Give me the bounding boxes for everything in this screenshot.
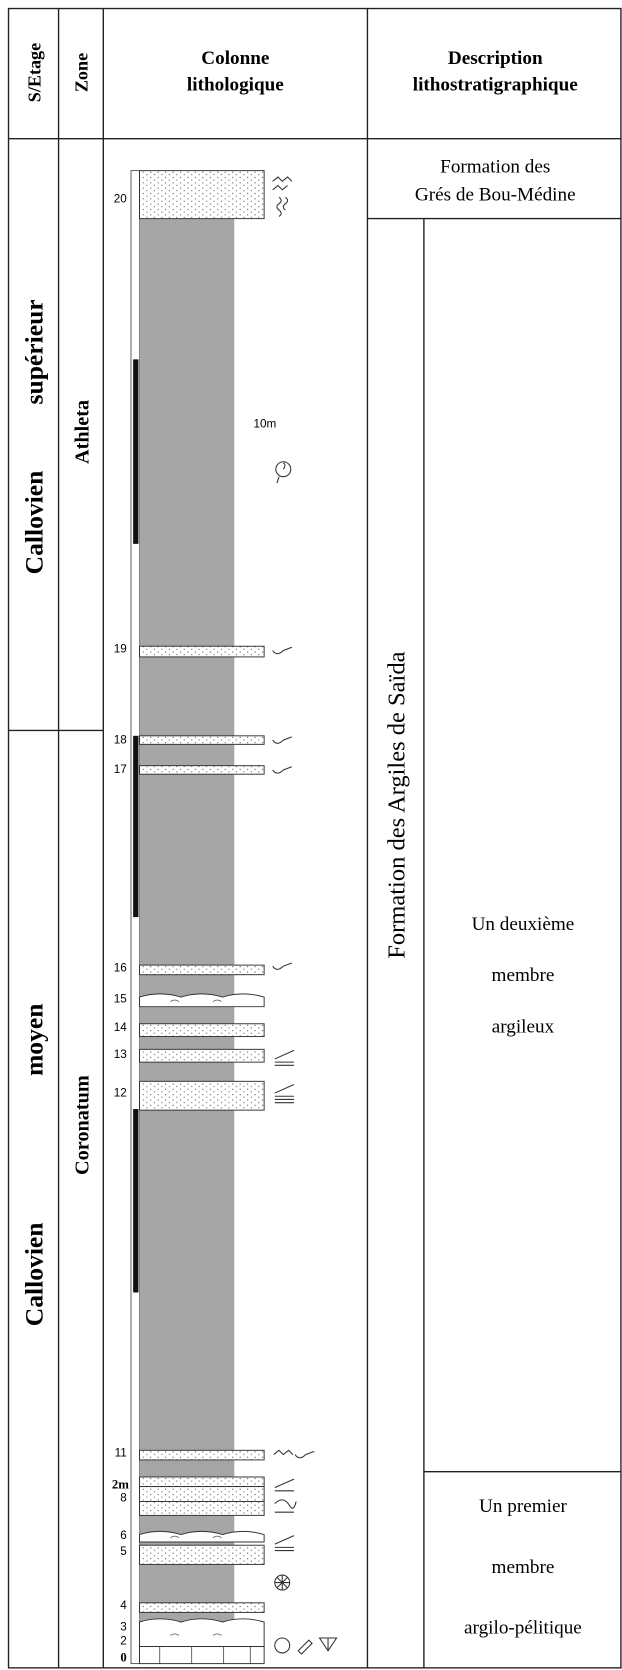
scale-label: 10m <box>253 418 276 431</box>
member-label: Un deuxième <box>472 914 575 935</box>
header-description: Description <box>448 48 543 69</box>
stratigraphic-log: S/Etage Zone Colonne lithologique Descri… <box>0 0 622 1670</box>
sandstone-bed <box>140 965 265 975</box>
bed-number: 18 <box>114 733 128 746</box>
limestone-bed <box>140 1619 265 1647</box>
sandstone-bed <box>140 1049 265 1062</box>
limestone-bed <box>140 994 265 1007</box>
bed-number: 4 <box>120 1599 127 1612</box>
bed-number: 15 <box>114 992 128 1005</box>
member-label: membre <box>492 1557 555 1578</box>
limestone-base <box>140 1647 265 1664</box>
stage-label: Callovien <box>20 1222 49 1326</box>
scale-segment <box>133 1109 138 1292</box>
sandstone-bed <box>140 1024 265 1037</box>
bed-number: 2 <box>120 1634 127 1647</box>
header-zone: Zone <box>71 53 91 92</box>
stage-label: Callovien <box>20 471 49 575</box>
formation-label: Formation des Argiles de Saïda <box>384 651 411 958</box>
limestone-bed <box>140 1531 265 1542</box>
symbols <box>273 177 337 1654</box>
member-label: Un premier <box>479 1496 567 1517</box>
member-label: argileux <box>492 1016 555 1037</box>
bed-number: 17 <box>114 763 127 776</box>
sandstone-bed <box>140 1477 265 1487</box>
bed-number: 8 <box>120 1492 127 1505</box>
bed-number: 16 <box>114 961 127 974</box>
bed-number: 3 <box>120 1621 127 1634</box>
sandstone-bed <box>140 1603 265 1613</box>
header-description: lithostratigraphique <box>413 75 578 96</box>
sandstone-bed <box>140 646 265 657</box>
shale <box>140 219 235 1637</box>
scale-segment <box>133 359 138 543</box>
bed-number: 5 <box>120 1545 127 1558</box>
header-column: Colonne <box>201 48 270 69</box>
lithology-column <box>131 171 264 1664</box>
bed-number: 0 <box>120 1650 126 1664</box>
formation-label: Grés de Bou-Médine <box>415 184 576 205</box>
sandstone-bed <box>140 171 265 219</box>
header-stage: S/Etage <box>24 43 44 102</box>
bed-number: 12 <box>114 1086 127 1099</box>
sandstone-bed <box>140 1450 265 1460</box>
sandstone-bed <box>140 1545 265 1564</box>
bed-number: 13 <box>114 1048 127 1061</box>
bed-number: 11 <box>115 1447 127 1460</box>
scale-small-label: 2m <box>112 1478 129 1492</box>
scale-segment <box>133 736 138 917</box>
sandstone-bed <box>140 1081 265 1110</box>
bed-number: 14 <box>114 1021 128 1034</box>
formation-label: Formation des <box>440 157 550 178</box>
stage-label: moyen <box>20 1004 49 1076</box>
bed-number: 20 <box>114 193 128 206</box>
member-label: argilo-pélitique <box>464 1618 582 1639</box>
table-frame <box>9 9 621 1668</box>
bed-number: 19 <box>114 643 127 656</box>
sandstone-bed <box>140 766 265 775</box>
sandstone-bed <box>140 1502 265 1516</box>
sandstone-bed <box>140 1487 265 1502</box>
sandstone-bed <box>140 736 265 745</box>
header-column: lithologique <box>187 75 284 96</box>
member-label: membre <box>492 965 555 986</box>
bed-number: 6 <box>120 1529 127 1542</box>
zone-label: Coronatum <box>71 1075 93 1175</box>
page: {"header": {"stage": "S/Etage", "zone": … <box>0 0 622 1670</box>
zone-label: Athleta <box>71 400 93 464</box>
stage-label: supérieur <box>20 299 49 404</box>
